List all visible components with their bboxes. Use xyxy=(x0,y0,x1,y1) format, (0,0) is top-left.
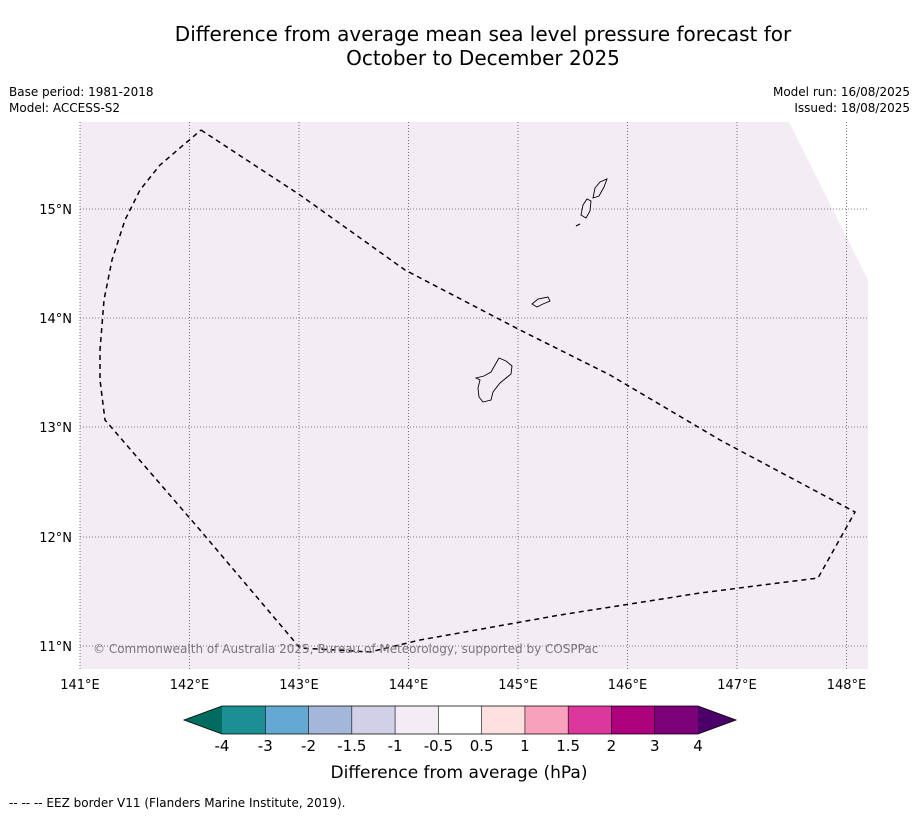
colorbar-swatch xyxy=(438,706,482,734)
model-label: Model: ACCESS-S2 xyxy=(9,101,121,115)
lon-tick-label: 147°E xyxy=(717,678,757,693)
colorbar-tick-label: 0.5 xyxy=(470,737,494,755)
lon-tick-label: 141°E xyxy=(60,678,100,693)
colorbar-tick-label: 2 xyxy=(607,737,617,755)
lon-tick-label: 145°E xyxy=(498,678,538,693)
colorbar-tick-label: 3 xyxy=(650,737,660,755)
lon-tick-label: 146°E xyxy=(608,678,648,693)
lat-tick-label: 13°N xyxy=(39,421,72,436)
colorbar-labels: -4 -3 -2 -1.5 -1 -0.5 0.5 1 1.5 2 3 4 xyxy=(215,737,703,755)
colorbar-swatch xyxy=(222,706,266,734)
colorbar-tick-label: 4 xyxy=(693,737,703,755)
colorbar-swatch xyxy=(265,706,309,734)
colorbar-tick-label: -3 xyxy=(258,737,273,755)
lat-tick-label: 15°N xyxy=(39,203,72,218)
aguijan-island xyxy=(575,223,581,227)
colorbar-outline xyxy=(182,705,738,735)
base-period-label: Base period: 1981-2018 xyxy=(9,85,154,99)
lat-tick-label: 12°N xyxy=(39,531,72,546)
colorbar-tick-label: -0.5 xyxy=(424,737,453,755)
colorbar-swatch xyxy=(524,706,569,734)
issued-label: Issued: 18/08/2025 xyxy=(794,101,910,115)
colorbar-swatch xyxy=(654,706,698,734)
tinian-island xyxy=(580,198,592,219)
colorbar-tick-label: -2 xyxy=(301,737,316,755)
colorbar-swatch xyxy=(568,706,612,734)
meta-right: Model run: 16/08/2025 Issued: 18/08/2025 xyxy=(773,84,910,116)
rota-island xyxy=(531,296,551,308)
colorbar-swatch xyxy=(308,706,352,734)
colorbar-tick-label: -1.5 xyxy=(337,737,366,755)
guam-island xyxy=(474,357,513,403)
gridlines xyxy=(79,122,868,669)
colorbar-swatch xyxy=(611,706,655,734)
colorbar-swatch xyxy=(395,706,439,734)
lon-tick-label: 144°E xyxy=(389,678,429,693)
lat-tick-label: 11°N xyxy=(39,640,72,655)
colorbar-tick-label: 1.5 xyxy=(556,737,580,755)
eez-border-legend: -- -- -- EEZ border V11 (Flanders Marine… xyxy=(9,796,346,810)
lon-tick-label: 148°E xyxy=(827,678,867,693)
colorbar-under-arrow xyxy=(184,706,222,734)
title-line-2: October to December 2025 xyxy=(346,46,620,70)
copyright-text: © Commonwealth of Australia 2025, Bureau… xyxy=(93,642,598,656)
lon-tick-label: 143°E xyxy=(279,678,319,693)
latitude-tick-labels: 15°N 14°N 13°N 12°N 11°N xyxy=(39,203,72,655)
colorbar-swatch xyxy=(351,706,396,734)
chart-title: Difference from average mean sea level p… xyxy=(0,22,919,70)
no-data-corner xyxy=(789,122,868,280)
colorbar-swatch xyxy=(481,706,525,734)
lon-tick-label: 142°E xyxy=(170,678,210,693)
colorbar xyxy=(182,705,738,735)
title-line-1: Difference from average mean sea level p… xyxy=(174,22,792,46)
colorbar-tick-label: -1 xyxy=(388,737,403,755)
model-run-label: Model run: 16/08/2025 xyxy=(772,85,910,99)
colorbar-title: Difference from average (hPa) xyxy=(331,763,588,783)
colorbar-tick-label: -4 xyxy=(215,737,230,755)
colorbar-tick-label: 1 xyxy=(520,737,530,755)
colorbar-over-arrow xyxy=(698,706,736,734)
eez-border xyxy=(99,129,857,653)
longitude-tick-labels: 141°E 142°E 143°E 144°E 145°E 146°E 147°E 148°E xyxy=(60,678,866,693)
meta-left: Base period: 1981-2018 Model: ACCESS-S2 xyxy=(9,84,154,116)
saipan-island xyxy=(592,178,608,199)
lat-tick-label: 14°N xyxy=(39,312,72,327)
